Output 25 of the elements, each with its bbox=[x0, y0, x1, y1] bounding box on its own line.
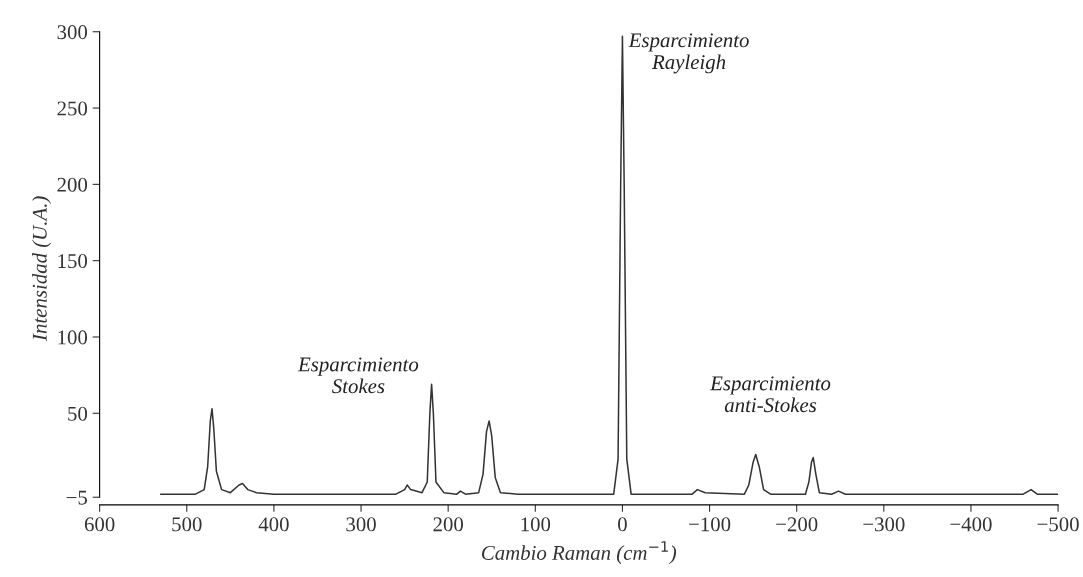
annotation: Esparcimiento Stokes bbox=[297, 357, 419, 394]
y-tick-label: 200 bbox=[57, 177, 88, 192]
x-tick-label: 400 bbox=[258, 517, 289, 532]
x-tick-label: −100 bbox=[689, 517, 731, 532]
x-tick-label: 200 bbox=[433, 517, 463, 532]
x-tick-label: −500 bbox=[1037, 517, 1079, 532]
y-tick-label: −5 bbox=[66, 490, 88, 505]
x-tick-label: −200 bbox=[776, 517, 818, 532]
x-tick-label: 300 bbox=[346, 517, 376, 532]
y-tick-label: 50 bbox=[68, 406, 88, 421]
x-tick-label: 600 bbox=[84, 517, 115, 532]
y-tick-label: 250 bbox=[57, 101, 88, 116]
y-tick-label: 150 bbox=[58, 254, 88, 269]
x-tick-label: 100 bbox=[521, 517, 551, 532]
x-tick-label: −400 bbox=[950, 517, 992, 532]
y-axis-title: Intensidad (U.A.) bbox=[32, 196, 52, 341]
x-tick-label: 500 bbox=[172, 517, 202, 532]
x-tick-label: −300 bbox=[863, 517, 905, 532]
y-tick-label: 300 bbox=[57, 25, 88, 40]
x-axis-title: Cambio Raman (cm$^{−1}$) bbox=[482, 541, 677, 565]
annotation: Esparcimiento Rayleigh bbox=[628, 33, 749, 74]
y-tick-label: 100 bbox=[58, 330, 88, 345]
annotation: Esparcimiento anti-Stokes bbox=[709, 376, 831, 413]
x-tick-label: 0 bbox=[618, 517, 627, 532]
line-series bbox=[159, 35, 1059, 495]
